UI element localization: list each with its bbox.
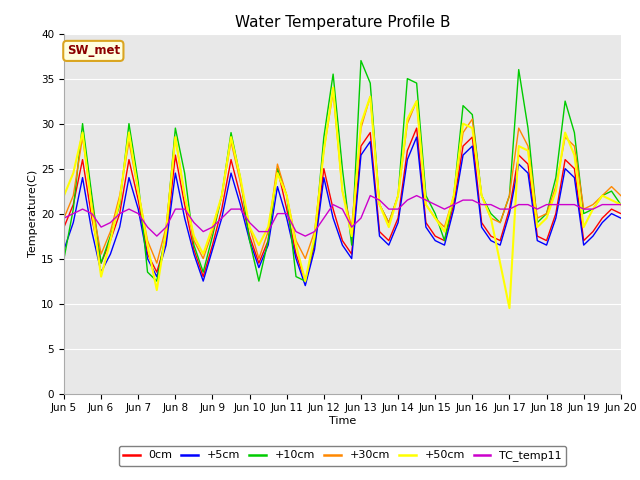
+5cm <box>255 264 263 270</box>
+10cm <box>60 256 68 262</box>
Legend: 0cm, +5cm, +10cm, +30cm, +50cm, TC_temp11: 0cm, +5cm, +10cm, +30cm, +50cm, TC_temp1… <box>118 446 566 466</box>
TC_temp11 <box>561 202 569 207</box>
0cm <box>617 211 625 216</box>
+5cm <box>413 134 420 140</box>
0cm <box>403 148 411 154</box>
+30cm <box>617 192 625 199</box>
TC_temp11 <box>153 233 161 239</box>
+50cm <box>172 134 179 140</box>
0cm <box>413 125 420 131</box>
Line: +10cm: +10cm <box>64 60 621 281</box>
+30cm <box>330 89 337 95</box>
Text: SW_met: SW_met <box>67 44 120 58</box>
0cm <box>60 224 68 230</box>
0cm <box>301 278 309 284</box>
+5cm <box>190 251 198 257</box>
Line: 0cm: 0cm <box>64 128 621 281</box>
Line: TC_temp11: TC_temp11 <box>64 196 621 236</box>
TC_temp11 <box>60 215 68 221</box>
TC_temp11 <box>264 228 272 234</box>
+50cm <box>330 84 337 90</box>
0cm <box>172 152 179 158</box>
Y-axis label: Temperature(C): Temperature(C) <box>28 170 38 257</box>
TC_temp11 <box>366 192 374 199</box>
TC_temp11 <box>200 228 207 234</box>
+30cm <box>60 215 68 221</box>
+50cm <box>60 192 68 199</box>
0cm <box>366 130 374 135</box>
+10cm <box>413 80 420 86</box>
+10cm <box>376 202 383 207</box>
+50cm <box>506 305 513 311</box>
+5cm <box>366 139 374 144</box>
+5cm <box>172 170 179 176</box>
+30cm <box>180 192 188 199</box>
+30cm <box>153 260 161 266</box>
+5cm <box>60 247 68 252</box>
+10cm <box>617 202 625 207</box>
+10cm <box>264 238 272 243</box>
TC_temp11 <box>617 202 625 207</box>
Line: +50cm: +50cm <box>64 87 621 308</box>
TC_temp11 <box>180 206 188 212</box>
+50cm <box>190 233 198 239</box>
0cm <box>561 156 569 162</box>
+10cm <box>200 269 207 275</box>
TC_temp11 <box>413 192 420 199</box>
+5cm <box>617 215 625 221</box>
+30cm <box>561 134 569 140</box>
X-axis label: Time: Time <box>329 416 356 426</box>
+5cm <box>301 283 309 288</box>
+10cm <box>180 170 188 176</box>
+5cm <box>403 156 411 162</box>
+30cm <box>200 256 207 262</box>
+10cm <box>153 278 161 284</box>
0cm <box>190 247 198 252</box>
Line: +5cm: +5cm <box>64 137 621 286</box>
Title: Water Temperature Profile B: Water Temperature Profile B <box>235 15 450 30</box>
0cm <box>255 260 263 266</box>
+30cm <box>413 98 420 104</box>
+50cm <box>561 130 569 135</box>
+50cm <box>617 202 625 207</box>
+30cm <box>264 228 272 234</box>
TC_temp11 <box>376 197 383 203</box>
Line: +30cm: +30cm <box>64 92 621 263</box>
+30cm <box>376 202 383 207</box>
+50cm <box>403 116 411 122</box>
+10cm <box>357 58 365 63</box>
+10cm <box>561 98 569 104</box>
+50cm <box>255 242 263 248</box>
+50cm <box>366 94 374 99</box>
+5cm <box>561 166 569 171</box>
